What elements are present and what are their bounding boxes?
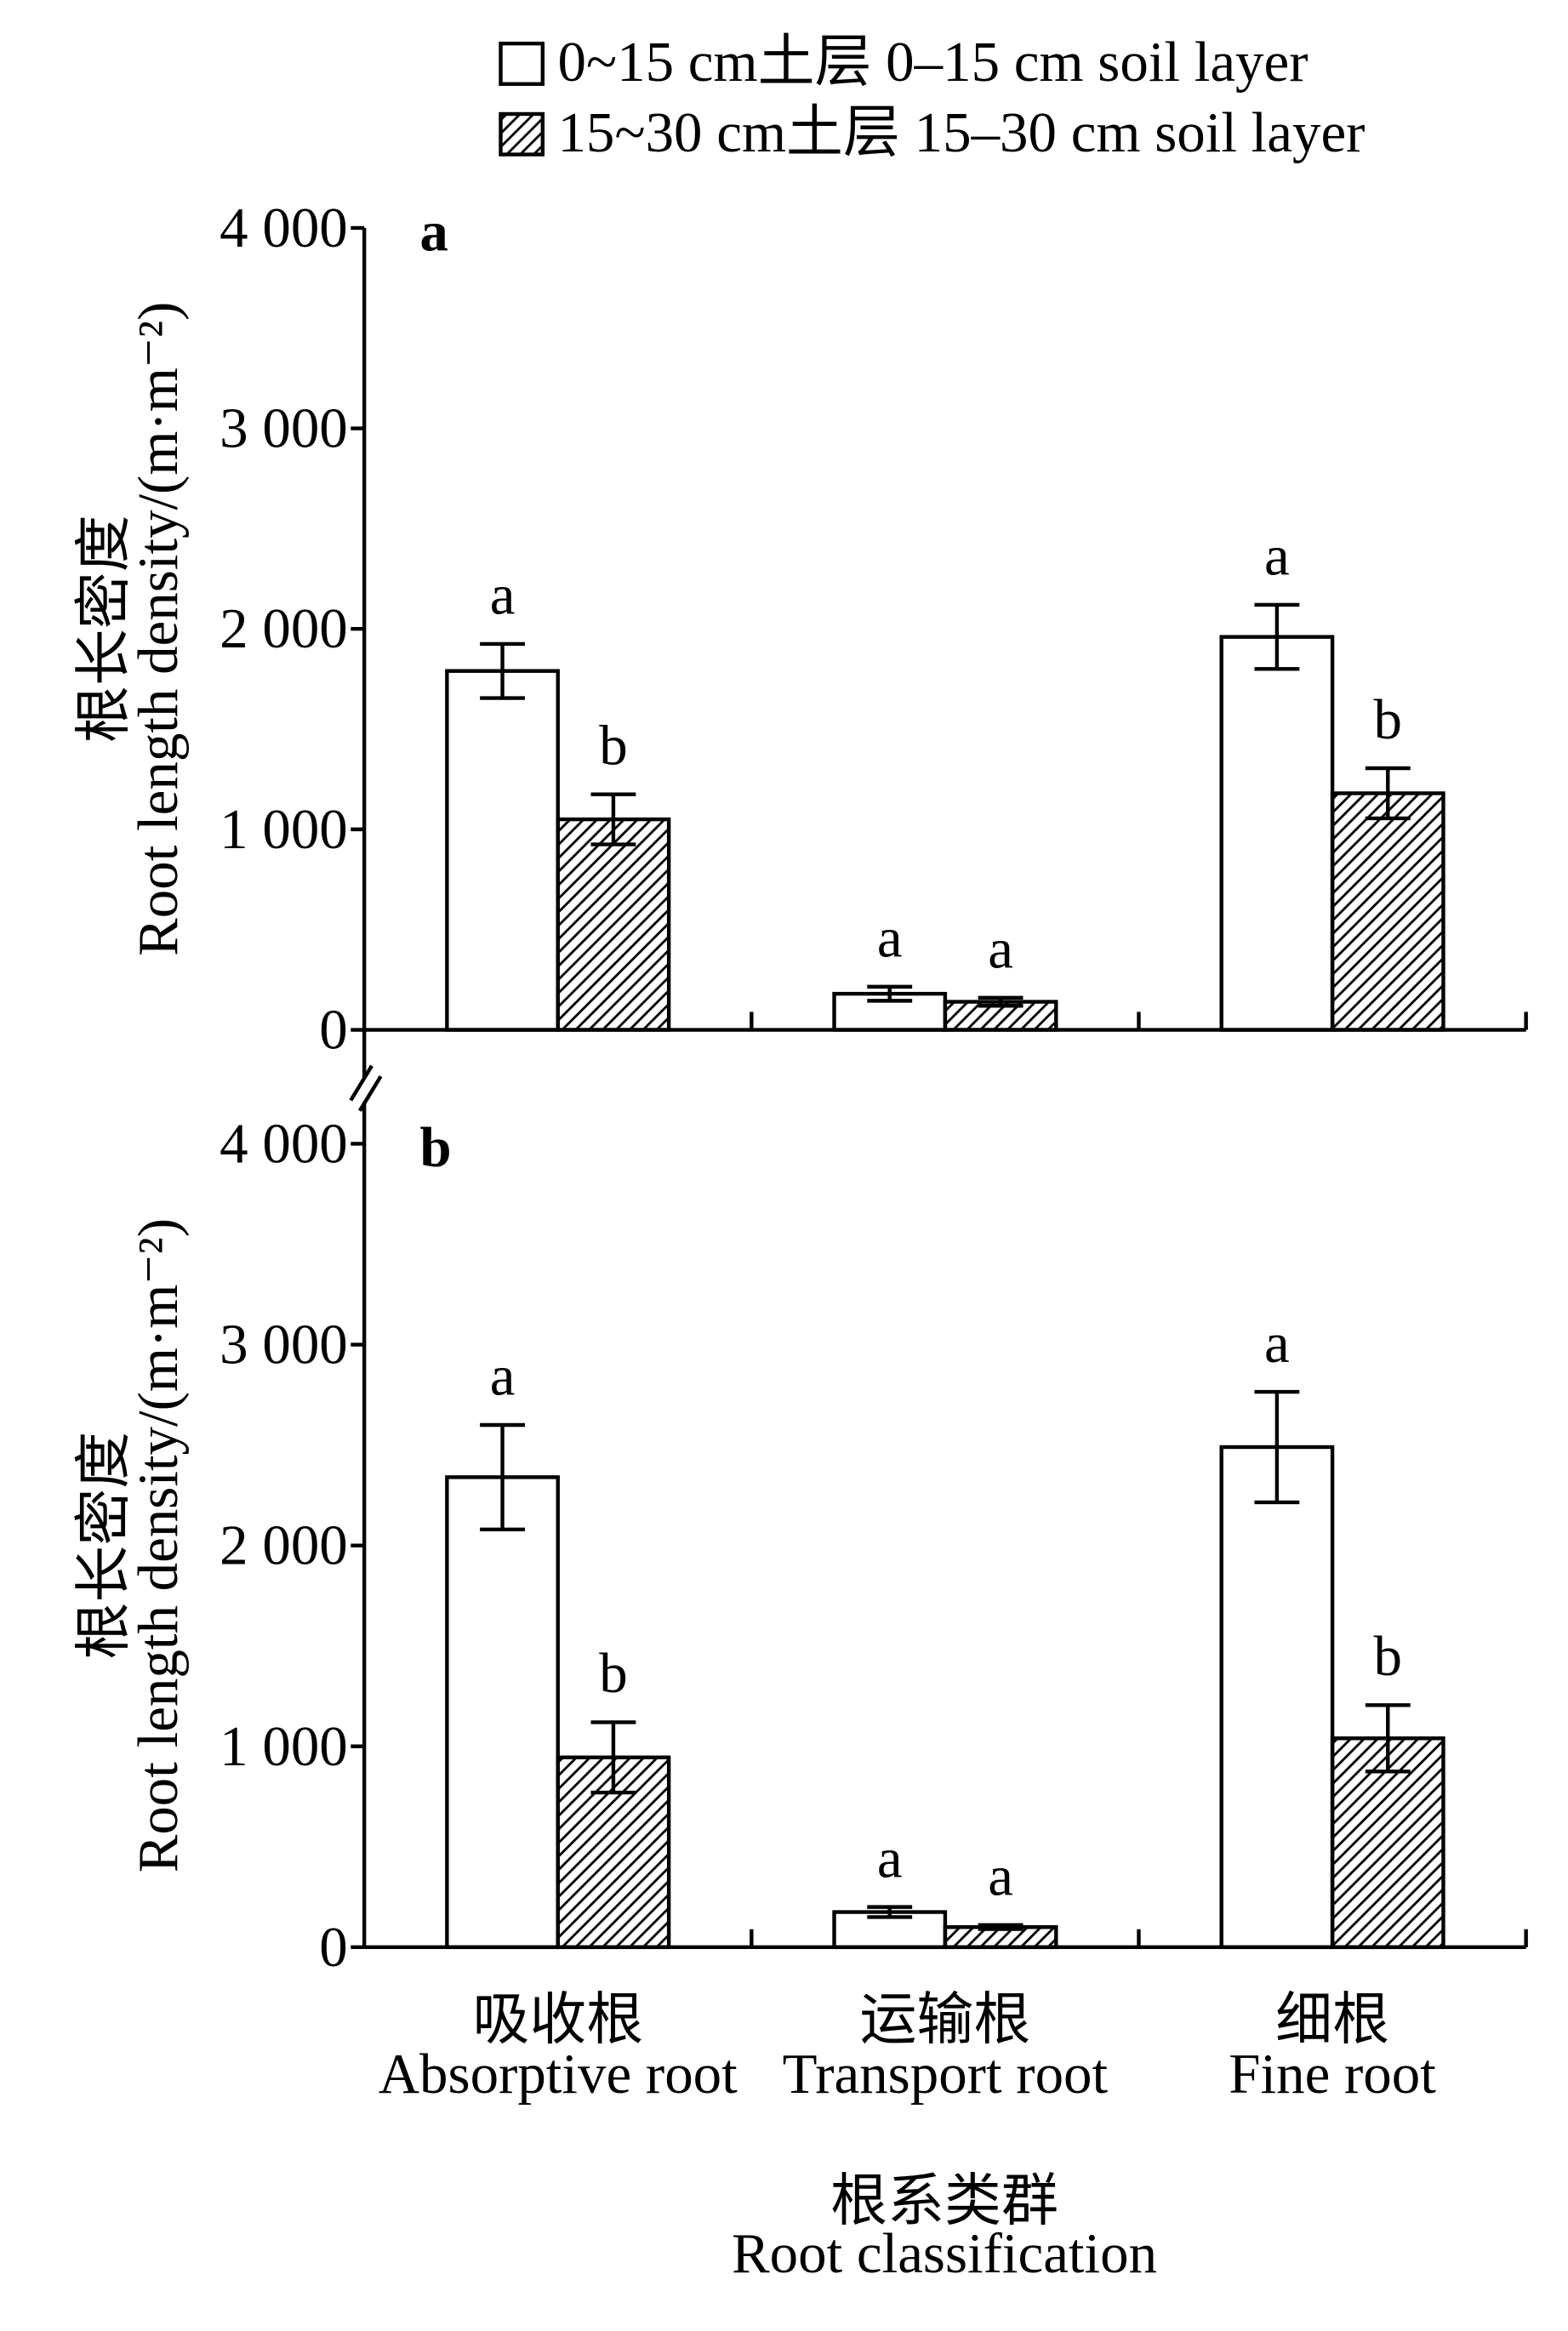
category-label-en: Fine root — [1229, 2043, 1436, 2106]
error-bar-b-fine-root-series-1 — [1254, 1389, 1300, 1505]
y-tick-label: 0 — [319, 999, 347, 1062]
legend-entry-0-15cm: 0~15 cm土层 0–15 cm soil layer — [499, 31, 1309, 94]
significance-letter: a — [988, 1845, 1013, 1908]
y-tick-label: 2 000 — [220, 597, 348, 660]
error-bar-a-absorptive-root-series-1 — [480, 641, 525, 700]
error-bar-a-absorptive-root-series-2 — [590, 792, 636, 846]
error-bar-b-transport-root-series-2 — [978, 1923, 1023, 1931]
significance-letter: a — [490, 1345, 516, 1408]
x-axis-title: 根系类群 Root classification — [732, 2170, 1157, 2286]
y-tick-label: 4 000 — [220, 197, 348, 259]
panel-label: a — [419, 200, 448, 263]
y-tick-label: 2 000 — [220, 1514, 348, 1577]
category-label-zh: 细根 — [1275, 1988, 1389, 2051]
bar-a-fine-root-series-1 — [1219, 635, 1335, 1032]
significance-letter: a — [877, 1827, 903, 1889]
y-tick-label: 3 000 — [220, 1314, 348, 1376]
error-bar-b-absorptive-root-series-1 — [480, 1422, 525, 1531]
y-axis-title-en: Root length density/(m·m⁻²) — [127, 302, 190, 956]
axis-break-slash — [357, 1075, 383, 1112]
y-axis-title-en: Root length density/(m·m⁻²) — [127, 1218, 190, 1872]
y-tick-label: 3 000 — [220, 397, 348, 460]
bar-a-fine-root-series-2 — [1330, 791, 1445, 1032]
significance-letter: b — [599, 714, 627, 777]
legend-swatch-open — [499, 41, 545, 86]
y-axis-break-mark — [349, 1064, 383, 1112]
legend-entry-15-30cm: 15~30 cm土层 15–30 cm soil layer — [499, 101, 1365, 164]
y-tick-label: 1 000 — [220, 798, 348, 861]
error-bar-a-transport-root-series-1 — [867, 984, 913, 1003]
x-axis-title-zh: 根系类群 — [830, 2170, 1058, 2233]
bar-b-fine-root-series-1 — [1219, 1445, 1335, 1950]
error-bar-b-absorptive-root-series-2 — [590, 1720, 636, 1795]
significance-letter: a — [877, 907, 903, 970]
axis-break-slash — [349, 1064, 373, 1102]
panel-label: b — [419, 1116, 451, 1179]
error-bar-a-transport-root-series-2 — [978, 995, 1023, 1008]
bar-a-absorptive-root-series-1 — [445, 669, 560, 1032]
bar-a-absorptive-root-series-2 — [556, 817, 671, 1032]
significance-letter: a — [490, 564, 516, 627]
y-tick-label: 1 000 — [220, 1715, 348, 1778]
significance-letter: a — [1264, 1312, 1290, 1375]
x-axis-title-en: Root classification — [732, 2222, 1157, 2285]
significance-letter: b — [1374, 1625, 1402, 1688]
bar-b-absorptive-root-series-1 — [445, 1475, 560, 1950]
category-label-en: Transport root — [783, 2043, 1109, 2106]
error-bar-a-fine-root-series-2 — [1365, 766, 1411, 821]
y-tick-label: 4 000 — [220, 1112, 348, 1175]
legend-swatch-hatched — [499, 111, 545, 157]
category-label-zh: 运输根 — [860, 1988, 1031, 2051]
y-axis-title-zh: 根长密度 — [72, 1432, 135, 1660]
legend: 0~15 cm土层 0–15 cm soil layer 15~30 cm土层 … — [499, 31, 1365, 164]
significance-letter: a — [988, 918, 1013, 981]
category-label-zh: 吸收根 — [472, 1988, 643, 2051]
significance-letter: b — [1374, 688, 1402, 751]
error-bar-b-transport-root-series-1 — [867, 1905, 913, 1919]
y-axis-title-zh: 根长密度 — [72, 515, 135, 743]
legend-label: 0~15 cm土层 0–15 cm soil layer — [557, 31, 1308, 94]
error-bar-b-fine-root-series-2 — [1365, 1703, 1411, 1774]
y-tick-label: 0 — [319, 1916, 347, 1979]
category-label-en: Absorptive root — [379, 2043, 738, 2106]
legend-label: 15~30 cm土层 15–30 cm soil layer — [557, 101, 1365, 164]
significance-letter: b — [599, 1642, 627, 1705]
significance-letter: a — [1264, 525, 1290, 588]
error-bar-a-fine-root-series-1 — [1254, 602, 1300, 671]
